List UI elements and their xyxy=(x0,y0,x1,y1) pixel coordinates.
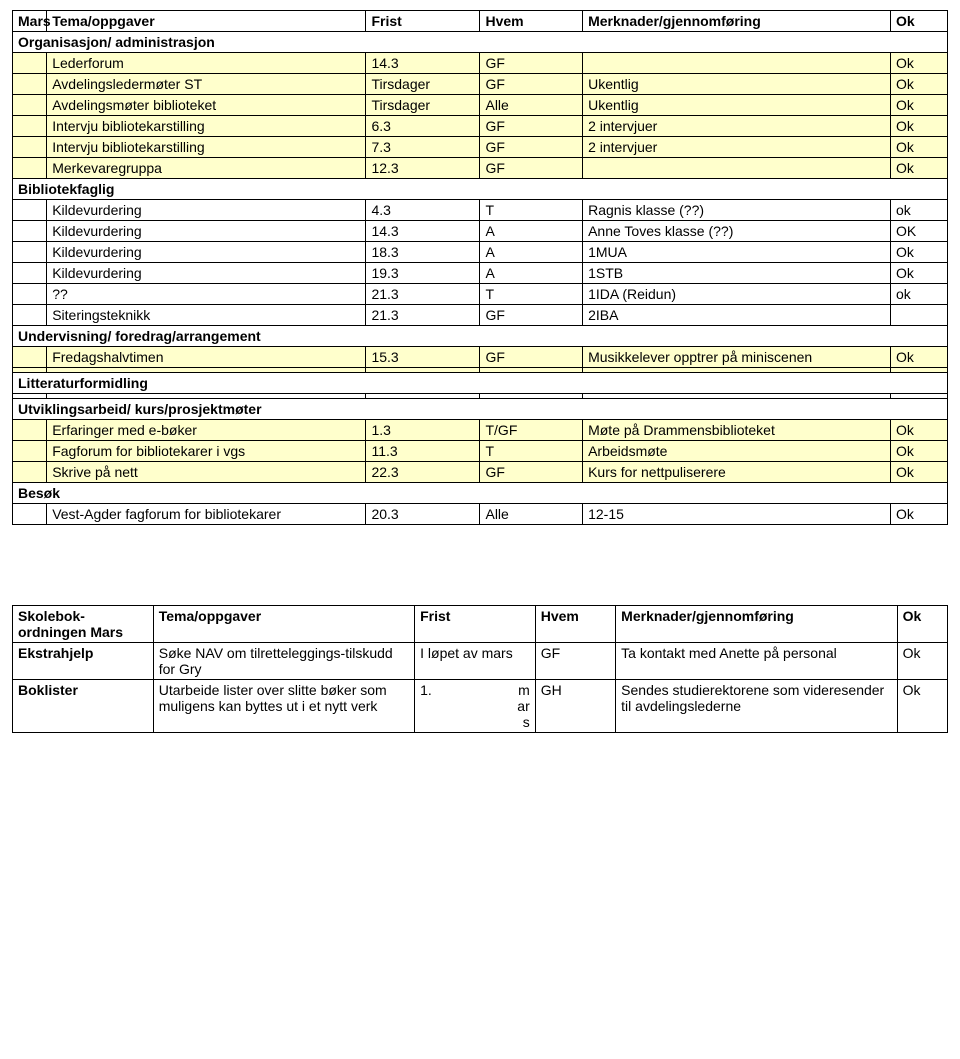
table-row: Kildevurdering14.3AAnne Toves klasse (??… xyxy=(13,221,948,242)
table-row: Kildevurdering4.3TRagnis klasse (??)ok xyxy=(13,200,948,221)
col-tema: Tema/oppgaver xyxy=(153,606,414,643)
table-row: Merkevaregruppa12.3GFOk xyxy=(13,158,948,179)
table-row: Erfaringer med e-bøker1.3T/GFMøte på Dra… xyxy=(13,420,948,441)
table-row: Kildevurdering19.3A1STBOk xyxy=(13,263,948,284)
table-row: Lederforum14.3GFOk xyxy=(13,53,948,74)
skolebok-table: Skolebok-ordningen Mars Tema/oppgaver Fr… xyxy=(12,605,948,733)
frist-split-cell: 1. m ar s xyxy=(415,680,536,733)
table-row: Fredagshalvtimen15.3GFMusikkelever opptr… xyxy=(13,347,948,368)
header-row: Mars Tema/oppgaver Frist Hvem Merknader/… xyxy=(13,11,948,32)
section-besok: Besøk xyxy=(13,483,948,504)
table-row: Siteringsteknikk21.3GF2IBA xyxy=(13,305,948,326)
section-utvikling: Utviklingsarbeid/ kurs/prosjektmøter xyxy=(13,399,948,420)
col-hvem: Hvem xyxy=(480,11,583,32)
col-frist: Frist xyxy=(366,11,480,32)
table-row: Intervju bibliotekarstilling6.3GF2 inter… xyxy=(13,116,948,137)
table-row: ??21.3T1IDA (Reidun)ok xyxy=(13,284,948,305)
table-row: Fagforum for bibliotekarer i vgs11.3TArb… xyxy=(13,441,948,462)
table-row: Boklister Utarbeide lister over slitte b… xyxy=(13,680,948,733)
header-row: Skolebok-ordningen Mars Tema/oppgaver Fr… xyxy=(13,606,948,643)
section-organisasjon: Organisasjon/ administrasjon xyxy=(13,32,948,53)
col-frist: Frist xyxy=(415,606,536,643)
gap xyxy=(12,525,948,605)
section-litteratur: Litteraturformidling xyxy=(13,373,948,394)
table-row: Kildevurdering18.3A1MUAOk xyxy=(13,242,948,263)
section-undervisning: Undervisning/ foredrag/arrangement xyxy=(13,326,948,347)
col-ok: Ok xyxy=(897,606,947,643)
table-row: Intervju bibliotekarstilling7.3GF2 inter… xyxy=(13,137,948,158)
col-hvem: Hvem xyxy=(535,606,615,643)
table-row: Skrive på nett22.3GFKurs for nettpuliser… xyxy=(13,462,948,483)
col-mars: Mars xyxy=(13,11,47,32)
col-merknader: Merknader/gjennomføring xyxy=(616,606,898,643)
col-tema: Tema/oppgaver xyxy=(47,11,366,32)
col-merknader: Merknader/gjennomføring xyxy=(583,11,891,32)
schedule-table: Mars Tema/oppgaver Frist Hvem Merknader/… xyxy=(12,10,948,525)
section-bibliotekfaglig: Bibliotekfaglig xyxy=(13,179,948,200)
table-row: Vest-Agder fagforum for bibliotekarer20.… xyxy=(13,504,948,525)
col-ok: Ok xyxy=(890,11,947,32)
table-row: Avdelingsmøter biblioteketTirsdagerAlleU… xyxy=(13,95,948,116)
col-skolebok: Skolebok-ordningen Mars xyxy=(13,606,154,643)
table-row: Avdelingsledermøter STTirsdagerGFUkentli… xyxy=(13,74,948,95)
table-row: Ekstrahjelp Søke NAV om tilretteleggings… xyxy=(13,643,948,680)
